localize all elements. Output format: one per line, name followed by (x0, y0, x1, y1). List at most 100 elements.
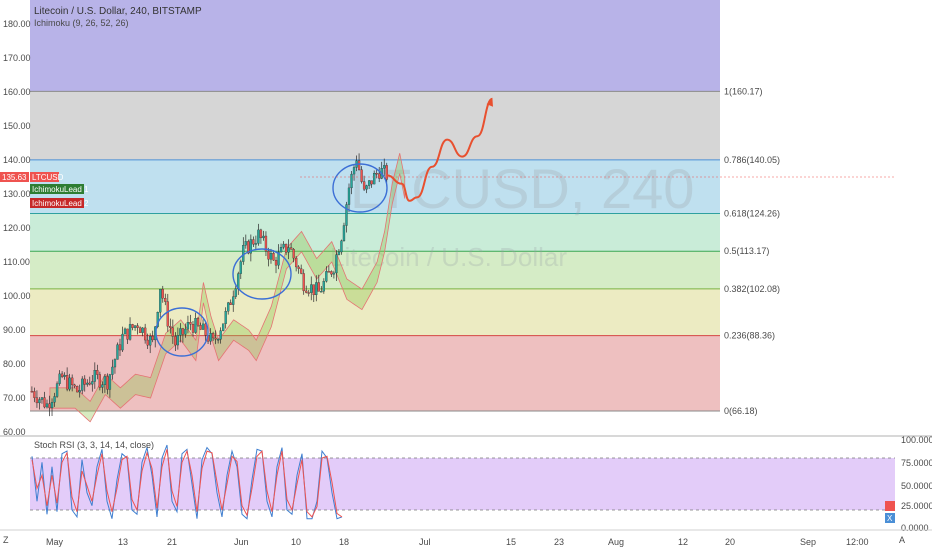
candle-body (209, 333, 212, 342)
candle-body (269, 253, 273, 260)
candle-body (159, 288, 162, 313)
candle-body (292, 249, 295, 259)
time-tick-label: 20 (725, 537, 735, 547)
fib-level-labels: 1(160.17) 0.786(140.05) 0.618(124.26) 0.5(1… (724, 86, 780, 416)
stoch-d-tag (885, 513, 895, 523)
candle-body (375, 173, 378, 175)
candle-body (204, 323, 207, 336)
candle-body (171, 327, 174, 337)
candle-body (33, 391, 36, 398)
candle-body (98, 374, 101, 388)
zoom-reset-button[interactable]: Z (3, 535, 9, 545)
forecast-arrowhead (486, 98, 493, 107)
candle-body (244, 241, 247, 246)
candle-body (224, 311, 227, 324)
candle-body (294, 257, 298, 268)
time-tick-label: Aug (608, 537, 624, 547)
candle-body (71, 377, 74, 386)
symbol-tag-label: LTCUSD (32, 173, 64, 182)
candle-body (345, 204, 348, 226)
candle-body (103, 376, 107, 385)
stoch-band (30, 458, 895, 510)
candle-body (357, 160, 361, 170)
candle-body (305, 290, 308, 293)
fib-band (30, 251, 720, 289)
left-axis-bg (0, 0, 30, 436)
candle-body (219, 330, 222, 340)
lead2-tag-label: IchimokuLead 2 (32, 199, 89, 208)
candle-body (222, 323, 225, 331)
candle-body (164, 298, 167, 302)
candle-body (272, 253, 275, 261)
candle-body (340, 240, 343, 253)
candle-body (297, 266, 300, 269)
candle-body (378, 173, 381, 179)
stoch-tick-label: 0.0000 (901, 523, 929, 533)
candle-body (282, 243, 285, 248)
candle-body (151, 335, 154, 341)
candle-body (259, 229, 263, 239)
stoch-label: Stoch RSI (3, 3, 14, 14, close) (34, 440, 154, 450)
candle-body (76, 386, 79, 393)
lead1-tag (30, 184, 84, 194)
candle-body (300, 268, 303, 274)
price-tick-label: 150.00 (3, 121, 31, 131)
fib-level-label: 0.5(113.17) (724, 246, 769, 256)
candle-body (312, 284, 315, 296)
stoch-line (31, 449, 343, 518)
candle-body (320, 291, 323, 293)
candle-body (327, 271, 331, 273)
fib-level-label: 0.236(88.36) (724, 331, 775, 341)
candle-body (352, 167, 356, 175)
candle-body (373, 173, 376, 185)
candle-body (83, 378, 86, 385)
fib-level-label: 0.786(140.05) (724, 155, 780, 165)
fib-level-label: 0(66.18) (724, 406, 758, 416)
candle-body (81, 378, 84, 391)
candle-body (385, 165, 388, 180)
candle-body (48, 403, 51, 409)
time-tick-label: 10 (291, 537, 301, 547)
candle-body (78, 390, 81, 393)
current-price-value: 135.63 (2, 173, 27, 182)
candle-body (335, 254, 338, 274)
candle-body (63, 375, 66, 377)
candle-body (106, 376, 109, 390)
candle-body (111, 366, 114, 375)
stoch-tick-label: 75.0000 (901, 458, 932, 468)
time-axis[interactable]: May 13 21 Jun 10 18 Jul 15 23 Aug 12 20 Sep 12:00 (46, 537, 869, 547)
candle-body (362, 181, 366, 190)
candle-body (249, 239, 253, 254)
candle-body (284, 243, 288, 253)
candle-body (166, 301, 169, 327)
highlight-ellipse (332, 163, 388, 213)
time-tick-label: May (46, 537, 64, 547)
candle-body (121, 333, 124, 351)
stoch-d-tag-label: X (887, 514, 893, 523)
auto-scale-button[interactable]: A (899, 535, 905, 545)
candle-body (118, 344, 122, 351)
time-tick-label: 12 (678, 537, 688, 547)
candle-body (360, 169, 363, 182)
candle-body (383, 165, 386, 169)
price-tick-label: 180.00 (3, 19, 31, 29)
candle-body (184, 328, 187, 335)
fib-band (30, 91, 720, 160)
candle-body (330, 271, 333, 275)
time-tick-label: 23 (554, 537, 564, 547)
candle-body (277, 251, 280, 266)
candle-body (191, 324, 195, 333)
candle-body (342, 225, 346, 242)
candle-body (50, 402, 54, 409)
stoch-tick-label: 50.0000 (901, 481, 932, 491)
candle-body (274, 259, 278, 266)
candle-body (93, 370, 96, 382)
candle-body (128, 324, 132, 340)
chart-title: Litecoin / U.S. Dollar, 240, BITSTAMP (34, 6, 202, 17)
time-tick-label: 12:00 (846, 537, 869, 547)
candle-body (267, 251, 270, 260)
price-tick-label: 120.00 (3, 223, 31, 233)
candle-body (174, 336, 177, 346)
indicator-label: Ichimoku (9, 26, 52, 26) (34, 18, 129, 28)
